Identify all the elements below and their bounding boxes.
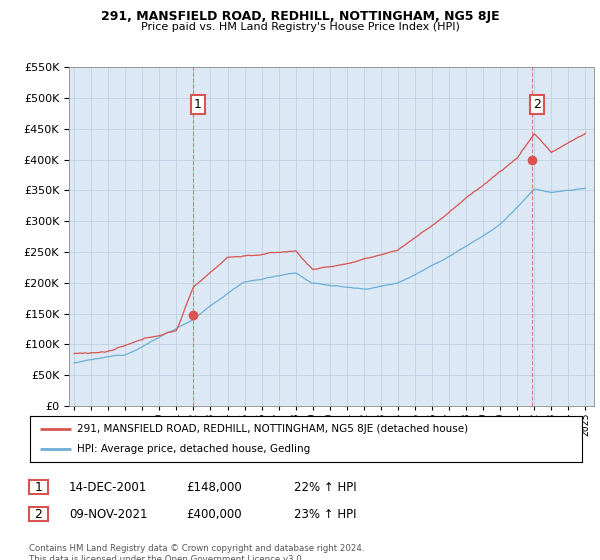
Text: 2: 2	[34, 507, 43, 521]
Text: HPI: Average price, detached house, Gedling: HPI: Average price, detached house, Gedl…	[77, 444, 310, 454]
Text: 1: 1	[34, 480, 43, 494]
Text: £400,000: £400,000	[186, 507, 242, 521]
Text: 22% ↑ HPI: 22% ↑ HPI	[294, 480, 356, 494]
Text: 291, MANSFIELD ROAD, REDHILL, NOTTINGHAM, NG5 8JE: 291, MANSFIELD ROAD, REDHILL, NOTTINGHAM…	[101, 10, 499, 23]
Text: 291, MANSFIELD ROAD, REDHILL, NOTTINGHAM, NG5 8JE (detached house): 291, MANSFIELD ROAD, REDHILL, NOTTINGHAM…	[77, 424, 468, 434]
Text: 1: 1	[194, 97, 202, 111]
Text: 14-DEC-2001: 14-DEC-2001	[69, 480, 147, 494]
Text: 09-NOV-2021: 09-NOV-2021	[69, 507, 148, 521]
Text: Contains HM Land Registry data © Crown copyright and database right 2024.
This d: Contains HM Land Registry data © Crown c…	[29, 544, 364, 560]
Text: 23% ↑ HPI: 23% ↑ HPI	[294, 507, 356, 521]
Text: Price paid vs. HM Land Registry's House Price Index (HPI): Price paid vs. HM Land Registry's House …	[140, 22, 460, 32]
Text: 2: 2	[533, 97, 541, 111]
Text: £148,000: £148,000	[186, 480, 242, 494]
